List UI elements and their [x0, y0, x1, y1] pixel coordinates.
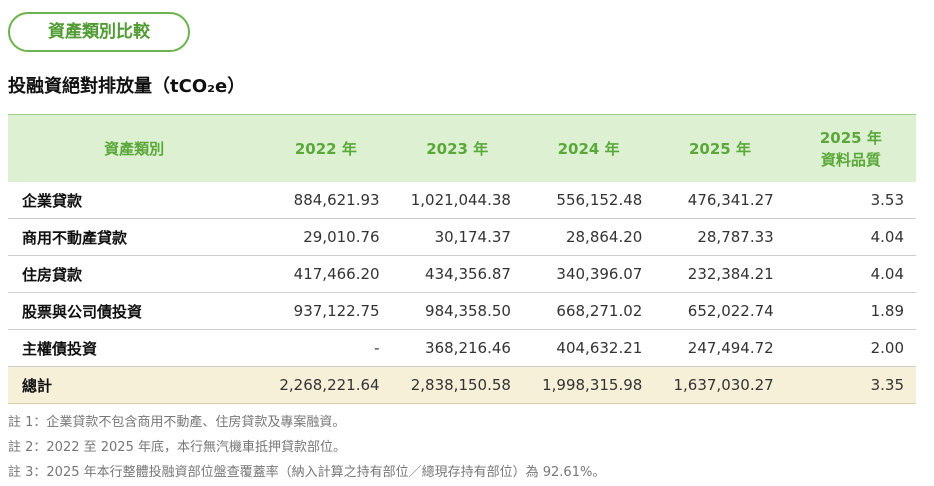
cell: 1,637,030.27 [654, 366, 786, 404]
cell: 937,122.75 [260, 292, 392, 330]
cell: 29,010.76 [260, 218, 392, 256]
table-row: 商用不動產貸款 29,010.76 30,174.37 28,864.20 28,787… [8, 218, 916, 256]
cell: 668,271.02 [522, 292, 655, 330]
header-cell: 2022 年 [260, 114, 392, 182]
cell: 3.35 [785, 366, 916, 404]
cell: 3.53 [785, 182, 916, 219]
cell: - [260, 329, 392, 367]
notes: 註 1：企業貸款不包含商用不動產、住房貸款及專案融資。註 2：2022 至 20… [8, 410, 605, 485]
cell: 30,174.37 [391, 218, 523, 256]
cell: 2,838,150.58 [391, 366, 523, 404]
row-label: 住房貸款 [8, 255, 261, 293]
cell: 28,864.20 [522, 218, 655, 256]
cell: 1,021,044.38 [391, 182, 523, 219]
note: 註 2：2022 至 2025 年底，本行無汽機車抵押貸款部位。 [8, 440, 346, 455]
note: 註 1：企業貸款不包含商用不動產、住房貸款及專案融資。 [8, 415, 346, 430]
table-row: 企業貸款 884,621.93 1,021,044.38 556,152.48 476,… [8, 182, 916, 219]
cell: 404,632.21 [522, 329, 655, 367]
row-label: 總計 [8, 366, 261, 404]
table-row: 總計 2,268,221.64 2,838,150.58 1,998,315.98 1,… [8, 366, 916, 404]
table-row: 住房貸款 417,466.20 434,356.87 340,396.07 232,38… [8, 255, 916, 293]
badge: 資產類別比較 [8, 12, 190, 52]
table: 資產類別 2022 年 2023 年 2024 年 2025 年 2025 年 資料品質 … [8, 114, 916, 404]
cell: 247,494.72 [654, 329, 786, 367]
cell: 434,356.87 [391, 255, 523, 293]
table-row: 主權債投資 -368,216.46 404,632.21 247,494.72 2.00 [8, 329, 916, 367]
cell: 1.89 [785, 292, 916, 330]
row-label: 企業貸款 [8, 182, 261, 219]
cell: 652,022.74 [654, 292, 786, 330]
header-cell: 資產類別 [8, 114, 261, 182]
header-cell: 2025 年 [654, 114, 786, 182]
header-cell: 2023 年 [391, 114, 523, 182]
cell: 368,216.46 [391, 329, 523, 367]
cell: 28,787.33 [654, 218, 786, 256]
note: 註 3：2025 年本行整體投融資部位盤查覆蓋率（納入計算之持有部位／總現存持有… [8, 465, 606, 480]
table-body: 企業貸款 884,621.93 1,021,044.38 556,152.48 476,… [8, 182, 916, 404]
cell: 2.00 [785, 329, 916, 367]
cell: 417,466.20 [260, 255, 392, 293]
cell: 340,396.07 [522, 255, 655, 293]
cell: 2,268,221.64 [260, 366, 392, 404]
subtitle: 投融資絕對排放量（tCO₂e） [8, 76, 246, 97]
cell: 1,998,315.98 [522, 366, 655, 404]
header-cell: 2024 年 [522, 114, 655, 182]
cell: 476,341.27 [654, 182, 786, 219]
row-label: 主權債投資 [8, 329, 261, 367]
cell: 984,358.50 [391, 292, 523, 330]
cell: 884,621.93 [260, 182, 392, 219]
cell: 4.04 [785, 218, 916, 256]
cell: 556,152.48 [522, 182, 655, 219]
row-label: 商用不動產貸款 [8, 218, 261, 256]
table-row: 股票與公司債投資 937,122.75 984,358.50 668,271.02 65… [8, 292, 916, 330]
row-label: 股票與公司債投資 [8, 292, 261, 330]
cell: 232,384.21 [654, 255, 786, 293]
header-cell: 2025 年 資料品質 [785, 114, 916, 182]
cell: 4.04 [785, 255, 916, 293]
header-row: 資產類別 2022 年 2023 年 2024 年 2025 年 2025 年 資料品質 [8, 114, 916, 182]
